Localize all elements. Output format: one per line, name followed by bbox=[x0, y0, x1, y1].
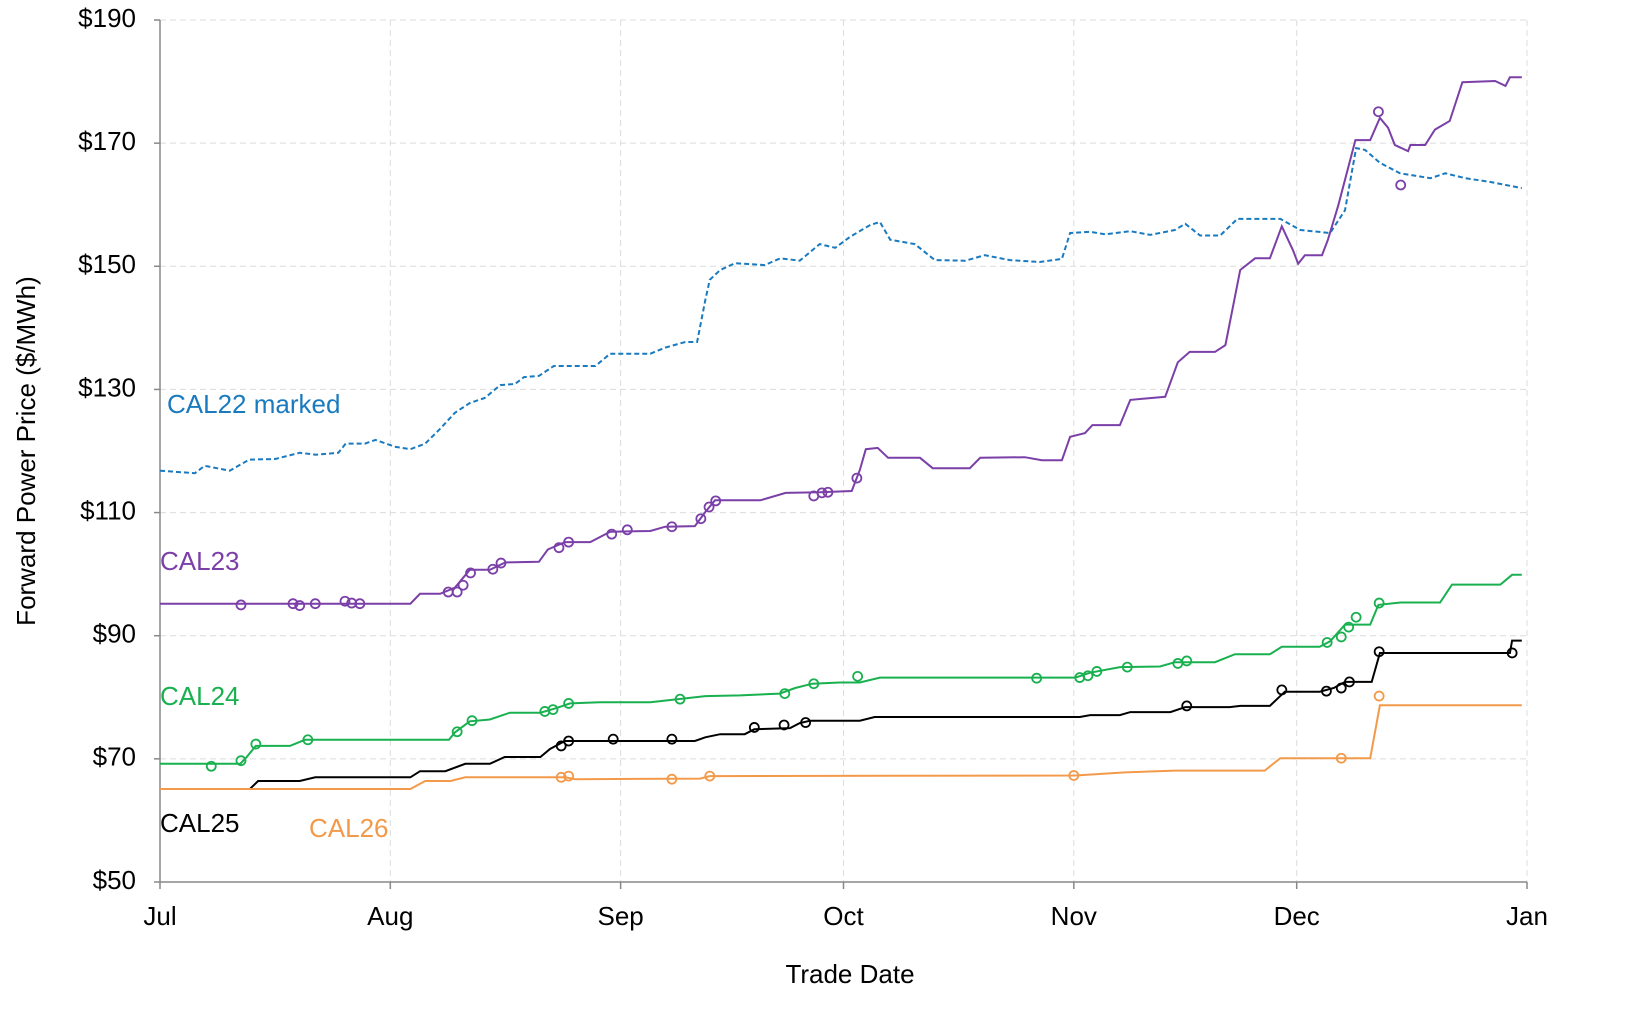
trade-point bbox=[563, 735, 575, 747]
y-tick-label: $130 bbox=[78, 372, 136, 402]
trade-point bbox=[703, 501, 715, 513]
x-tick-label: Sep bbox=[597, 901, 643, 931]
trade-point bbox=[666, 773, 678, 785]
trade-point bbox=[354, 598, 366, 610]
y-tick-label: $70 bbox=[93, 742, 136, 772]
trade-point bbox=[1506, 647, 1518, 659]
trade-point bbox=[563, 536, 575, 548]
series-label: CAL25 bbox=[160, 808, 240, 838]
x-tick-label: Dec bbox=[1274, 901, 1320, 931]
trade-point bbox=[235, 755, 247, 767]
trade-point bbox=[808, 678, 820, 690]
series-label: CAL22 marked bbox=[167, 389, 340, 419]
trade-point bbox=[547, 704, 559, 715]
trade-point bbox=[339, 595, 351, 607]
trade-point bbox=[1395, 179, 1407, 191]
trade-point bbox=[748, 722, 760, 733]
y-tick-label: $190 bbox=[78, 3, 136, 33]
trade-point bbox=[1350, 611, 1362, 623]
trade-point bbox=[1091, 666, 1103, 677]
trade-point bbox=[495, 557, 507, 569]
x-tick-label: Oct bbox=[823, 901, 864, 931]
trade-point bbox=[553, 542, 565, 554]
trade-point bbox=[235, 599, 247, 611]
trade-point bbox=[710, 495, 722, 507]
trade-point bbox=[466, 715, 478, 727]
trade-point bbox=[1121, 661, 1133, 673]
trade-point bbox=[800, 717, 812, 728]
trade-point bbox=[1276, 684, 1288, 696]
trade-point bbox=[555, 740, 567, 752]
y-tick-label: $150 bbox=[78, 249, 136, 279]
trade-point bbox=[1373, 690, 1385, 702]
trade-point bbox=[294, 600, 306, 611]
trade-point bbox=[555, 771, 567, 783]
series-line bbox=[160, 76, 1522, 605]
trade-point bbox=[1181, 700, 1193, 712]
series-line bbox=[160, 573, 1522, 765]
trade-point bbox=[250, 738, 262, 750]
series-line bbox=[159, 146, 1522, 475]
trade-point bbox=[822, 486, 834, 498]
x-tick-label: Aug bbox=[367, 901, 413, 931]
y-tick-label: $90 bbox=[93, 619, 136, 649]
trade-point bbox=[465, 567, 476, 579]
series-label: CAL24 bbox=[160, 681, 240, 711]
trade-point bbox=[1181, 655, 1193, 667]
trade-point bbox=[779, 688, 791, 699]
trade-point bbox=[302, 734, 314, 746]
y-tick-label: $50 bbox=[93, 865, 136, 895]
trade-point bbox=[606, 528, 618, 540]
trade-point bbox=[666, 521, 678, 533]
trade-point bbox=[1344, 676, 1355, 688]
trade-point bbox=[1335, 682, 1347, 694]
trade-point bbox=[1373, 106, 1384, 118]
trade-point bbox=[309, 598, 321, 610]
trade-point bbox=[607, 733, 619, 745]
trade-point bbox=[205, 760, 217, 772]
trade-point bbox=[1343, 621, 1355, 633]
trade-point bbox=[851, 472, 863, 484]
trade-point bbox=[563, 698, 575, 709]
x-tick-label: Jul bbox=[143, 901, 176, 931]
y-tick-label: $110 bbox=[80, 495, 136, 525]
trade-point bbox=[1068, 770, 1080, 781]
trade-point bbox=[1082, 670, 1094, 682]
y-axis-label: Forward Power Price ($/MWh) bbox=[11, 276, 41, 626]
x-axis-label: Trade Date bbox=[785, 959, 914, 989]
trade-point bbox=[778, 719, 790, 731]
trade-point bbox=[704, 770, 716, 782]
trade-point bbox=[695, 513, 707, 525]
trade-point bbox=[1321, 685, 1332, 697]
x-tick-label: Jan bbox=[1506, 901, 1548, 931]
series-line bbox=[160, 639, 1522, 790]
trade-point bbox=[457, 579, 469, 591]
trade-point bbox=[1172, 658, 1184, 669]
trade-point bbox=[1321, 637, 1333, 648]
trade-point bbox=[451, 586, 463, 598]
series-line bbox=[160, 704, 1522, 790]
trade-point bbox=[852, 670, 864, 682]
trade-point bbox=[1335, 631, 1347, 643]
trade-point bbox=[1373, 646, 1385, 658]
trade-point bbox=[674, 693, 686, 705]
series-label: CAL23 bbox=[160, 546, 240, 576]
trade-point bbox=[451, 726, 463, 738]
trade-point bbox=[621, 524, 633, 536]
trade-point bbox=[666, 733, 678, 745]
trade-point bbox=[487, 563, 499, 575]
trade-point bbox=[563, 770, 575, 782]
series-label: CAL26 bbox=[309, 813, 389, 843]
x-tick-label: Nov bbox=[1051, 901, 1097, 931]
trade-point bbox=[1373, 597, 1385, 609]
trade-point bbox=[1031, 672, 1043, 684]
trade-point bbox=[1335, 752, 1347, 764]
trade-point bbox=[287, 598, 299, 610]
trade-point bbox=[816, 487, 828, 499]
y-tick-label: $170 bbox=[78, 126, 136, 156]
